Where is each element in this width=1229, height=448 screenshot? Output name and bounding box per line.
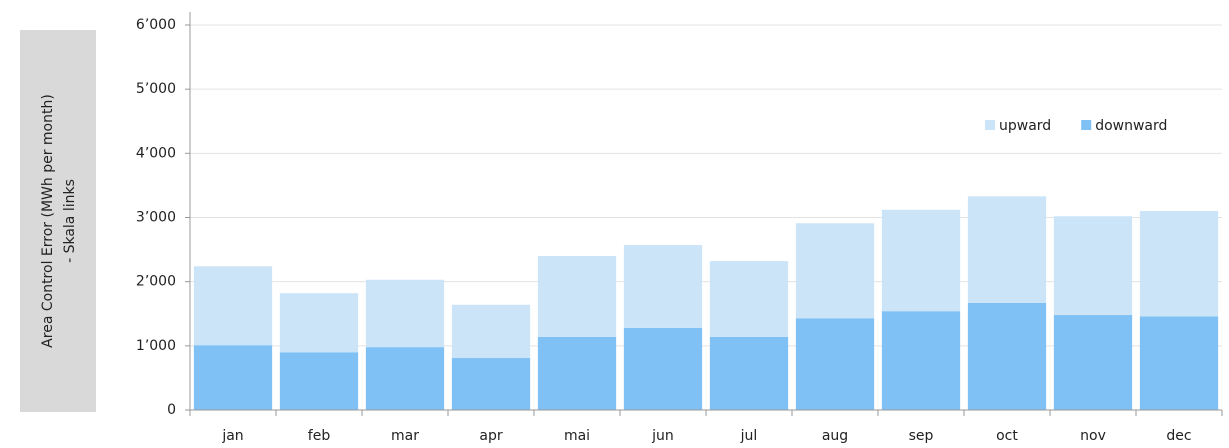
bar-segment <box>967 196 1047 303</box>
y-tick-label: 3’000 <box>136 210 176 226</box>
bar-segment <box>451 358 531 410</box>
bar-segment <box>1053 315 1133 410</box>
y-tick-label: 2’000 <box>136 274 176 290</box>
y-axis-label: Area Control Error (MWh per month) <box>40 94 56 348</box>
legend-label: upward <box>999 118 1051 134</box>
bar-segment <box>537 256 617 337</box>
y-axis-label: - Skala links <box>62 179 78 263</box>
bar-segment <box>881 311 961 410</box>
x-tick-label: mai <box>564 428 590 444</box>
x-tick-label: nov <box>1080 428 1106 444</box>
x-tick-label: dec <box>1166 428 1191 444</box>
x-tick-label: apr <box>479 428 502 444</box>
bar-segment <box>193 345 273 410</box>
bar-segment <box>623 327 703 410</box>
bar-segment <box>795 223 875 319</box>
bar-segment <box>365 347 445 410</box>
legend-swatch <box>1081 120 1092 130</box>
legend-swatch <box>985 120 995 130</box>
x-tick-label: jun <box>651 428 674 444</box>
bar-segment <box>193 266 273 346</box>
bar-segment <box>451 304 531 359</box>
bar-segment <box>1139 211 1219 317</box>
bar-segment <box>279 352 359 410</box>
x-tick-label: aug <box>822 428 848 444</box>
y-tick-label: 4’000 <box>136 145 176 161</box>
x-tick-label: jul <box>740 428 758 444</box>
bar-segment <box>795 318 875 410</box>
bar-segment <box>623 245 703 328</box>
legend-label: downward <box>1095 118 1167 134</box>
x-tick-label: jan <box>221 428 243 444</box>
bar-segment <box>1053 216 1133 316</box>
x-tick-label: sep <box>909 428 934 444</box>
y-tick-label: 5’000 <box>136 81 176 97</box>
x-tick-label: mar <box>391 428 419 444</box>
bar-segment <box>967 302 1047 410</box>
bar-segment <box>365 279 445 348</box>
y-tick-label: 6’000 <box>136 17 176 33</box>
bar-segment <box>279 293 359 353</box>
bar-segment <box>709 261 789 337</box>
y-label-box <box>20 30 96 412</box>
bar-segment <box>881 209 961 312</box>
y-tick-label: 1’000 <box>136 338 176 354</box>
x-tick-label: feb <box>308 428 331 444</box>
bar-segment <box>709 336 789 410</box>
y-tick-label: 0 <box>167 402 176 418</box>
bar-segment <box>1139 316 1219 410</box>
bar-segment <box>537 336 617 410</box>
x-tick-label: oct <box>996 428 1018 444</box>
